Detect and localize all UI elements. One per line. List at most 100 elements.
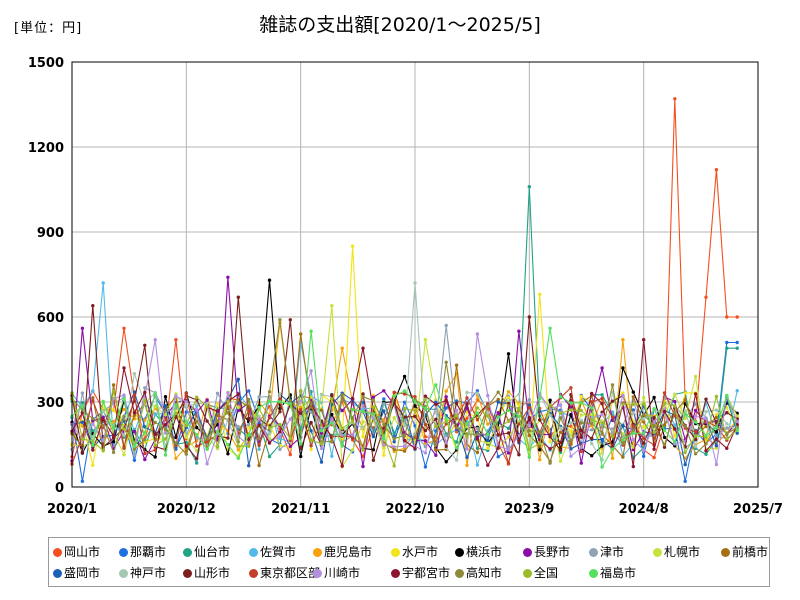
legend-label: 宇都宮市 (402, 566, 451, 580)
data-point (465, 455, 469, 460)
data-point (122, 414, 126, 418)
data-point (642, 441, 646, 445)
data-point (725, 340, 729, 345)
data-point (163, 413, 168, 417)
data-point (350, 396, 355, 401)
data-point (631, 437, 635, 442)
chart-title: 雑誌の支出額[2020/1～2025/5] (259, 14, 541, 36)
data-point (600, 431, 604, 435)
legend-marker-icon (249, 548, 258, 557)
data-point (579, 435, 583, 439)
data-point (413, 435, 417, 440)
data-point (725, 446, 729, 450)
y-tick-label: 1500 (28, 56, 64, 71)
data-point (569, 441, 573, 446)
data-point (693, 408, 698, 413)
data-point (236, 408, 240, 413)
data-point (444, 444, 448, 448)
data-point (693, 374, 698, 379)
legend-item: 福島市 (589, 563, 636, 583)
legend-label: 盛岡市 (64, 566, 101, 580)
data-point (642, 425, 646, 429)
data-point (153, 443, 157, 448)
data-point (434, 398, 438, 402)
data-point (247, 464, 251, 468)
data-point (111, 383, 116, 387)
data-point (91, 304, 95, 308)
data-point (80, 437, 85, 441)
data-point (299, 332, 303, 336)
data-point (371, 448, 376, 452)
data-point (600, 440, 604, 445)
data-point (444, 398, 448, 403)
data-point (486, 463, 490, 467)
legend-label: 前橋市 (732, 545, 769, 559)
data-point (340, 444, 344, 448)
data-point (361, 404, 365, 408)
data-point (195, 425, 199, 430)
data-point (361, 409, 365, 414)
data-point (631, 445, 635, 449)
data-point (662, 443, 667, 447)
data-point (153, 420, 157, 424)
data-point (579, 449, 583, 454)
data-point (465, 416, 469, 420)
data-point (288, 444, 292, 449)
data-point (413, 409, 417, 413)
data-point (517, 329, 521, 333)
data-point (693, 392, 698, 396)
legend-item: 鹿児島市 (313, 542, 372, 562)
data-point (631, 408, 635, 412)
data-point (423, 397, 428, 402)
legend-item: 仙台市 (183, 542, 230, 562)
y-tick-label: 1200 (28, 141, 64, 156)
data-point (714, 430, 719, 434)
data-point (143, 398, 147, 403)
data-point (288, 436, 292, 441)
legend-item: 長野市 (523, 542, 570, 562)
data-point (340, 393, 344, 397)
legend-item: 札幌市 (653, 542, 700, 562)
data-point (132, 372, 137, 376)
data-point (704, 424, 708, 429)
data-point (475, 406, 480, 410)
data-point (111, 426, 116, 430)
data-point (247, 444, 251, 448)
data-point (278, 397, 282, 401)
data-point (402, 449, 407, 453)
data-point (683, 450, 687, 455)
data-point (642, 448, 646, 452)
data-point (434, 417, 438, 421)
data-point (725, 411, 729, 415)
data-point (236, 392, 240, 396)
data-point (538, 430, 542, 434)
data-point (205, 440, 209, 444)
data-point (423, 422, 428, 427)
data-point (693, 444, 698, 449)
data-point (257, 447, 261, 451)
data-point (621, 402, 625, 406)
legend-label: 福島市 (600, 566, 637, 580)
data-point (496, 433, 500, 437)
data-point (662, 401, 667, 405)
data-point (174, 338, 178, 342)
data-point (569, 438, 573, 443)
data-point (226, 275, 230, 279)
legend-marker-icon (53, 569, 62, 578)
data-point (226, 436, 230, 440)
legend-marker-icon (455, 548, 464, 557)
data-point (600, 366, 604, 370)
data-point (267, 278, 272, 282)
data-point (247, 437, 251, 442)
data-point (662, 409, 667, 414)
legend-label: 神戸市 (130, 566, 167, 580)
data-point (704, 442, 708, 446)
data-point (704, 410, 708, 414)
data-point (735, 389, 739, 393)
data-point (600, 437, 604, 442)
data-point (205, 401, 209, 406)
data-point (267, 390, 272, 394)
data-point (195, 395, 199, 399)
data-point (683, 462, 687, 467)
legend-label: 札幌市 (664, 545, 701, 559)
